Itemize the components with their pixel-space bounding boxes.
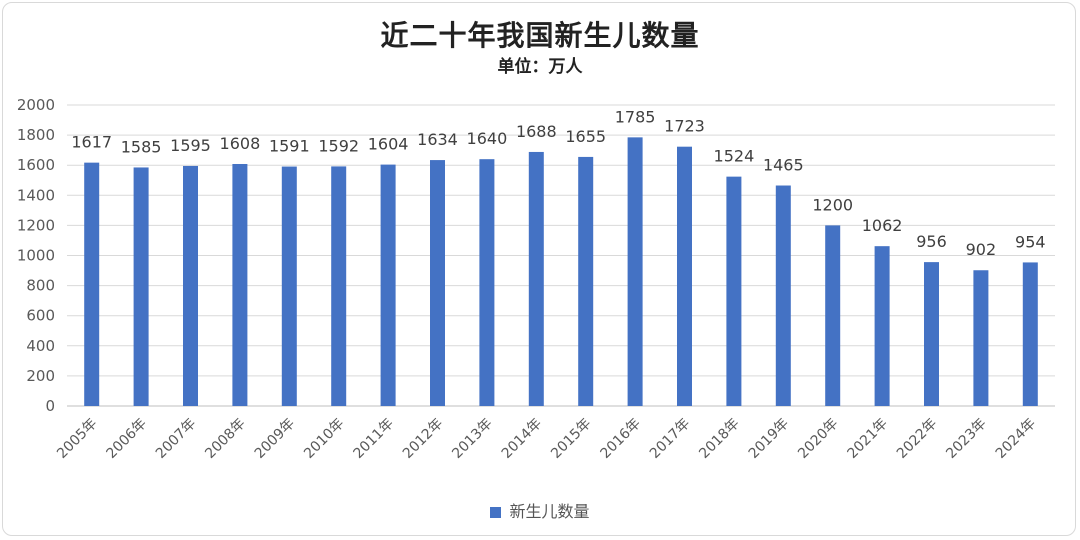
y-tick-label: 200: [26, 367, 55, 385]
x-tick-label: 2016年: [598, 416, 644, 462]
x-tick-label: 2015年: [548, 416, 594, 462]
data-label: 1604: [368, 135, 409, 154]
x-tick-label: 2013年: [449, 416, 495, 462]
data-label: 956: [916, 232, 947, 251]
x-tick-label: 2019年: [746, 416, 792, 462]
data-label: 1062: [862, 216, 903, 235]
data-label: 1688: [516, 122, 557, 141]
bar: [133, 167, 149, 406]
x-axis-ticks: 2005年 2006年 2007年 2008年 2009年 2010年 2011年 2012年…: [54, 416, 1039, 462]
bar: [627, 137, 643, 407]
x-tick-label: 2020年: [795, 416, 841, 462]
data-label: 1524: [714, 147, 755, 166]
x-tick-label: 2021年: [845, 416, 891, 462]
bar: [183, 165, 198, 406]
legend-label: 新生儿数量: [509, 502, 590, 521]
data-label: 1465: [763, 156, 804, 175]
y-axis-ticks: 0 200 400 600 800 1000 1200 1400 1600 1800 2000: [17, 96, 55, 415]
bar: [775, 185, 791, 406]
data-labels: 1617 1585 1595 1608 1591 1592 1604 1634 1640 1688…: [71, 107, 1045, 259]
x-tick-label: 2011年: [351, 416, 397, 462]
y-tick-label: 800: [26, 277, 55, 295]
bar: [1022, 262, 1038, 406]
data-label: 954: [1015, 232, 1046, 251]
x-tick-label: 2007年: [153, 416, 199, 462]
y-tick-label: 1600: [17, 156, 55, 174]
data-label: 1617: [71, 133, 112, 152]
y-tick-label: 1000: [17, 247, 55, 265]
x-tick-label: 2018年: [696, 416, 742, 462]
bar: [825, 225, 841, 406]
bar: [281, 166, 297, 406]
data-label: 1591: [269, 137, 310, 156]
chart-subtitle: 单位：万人: [497, 57, 583, 77]
bar: [479, 159, 495, 406]
data-label: 1785: [615, 107, 656, 126]
x-tick-label: 2023年: [943, 416, 989, 462]
x-tick-label: 2010年: [301, 416, 347, 462]
data-label: 1592: [318, 136, 359, 155]
bars: [84, 137, 1038, 407]
data-label: 1608: [220, 134, 261, 153]
y-tick-label: 1800: [17, 126, 55, 144]
chart-title: 近二十年我国新生儿数量: [380, 19, 700, 52]
y-tick-label: 1400: [17, 186, 55, 204]
bar: [677, 146, 692, 406]
data-label: 1723: [664, 117, 705, 136]
bar: [84, 162, 100, 406]
bar: [924, 262, 939, 406]
x-tick-label: 2006年: [104, 416, 150, 462]
bar: [726, 176, 742, 406]
y-tick-label: 600: [26, 307, 55, 325]
data-label: 902: [966, 240, 997, 259]
data-label: 1595: [170, 136, 211, 155]
x-tick-label: 2012年: [400, 416, 446, 462]
bar: [430, 160, 445, 406]
bar: [380, 164, 396, 406]
bar: [973, 270, 989, 406]
y-tick-label: 0: [45, 397, 55, 415]
data-label: 1585: [121, 137, 162, 156]
data-label: 1634: [417, 130, 458, 149]
legend-swatch: [490, 507, 502, 518]
data-label: 1200: [812, 195, 853, 214]
bar: [528, 151, 544, 406]
grid-lines: [67, 104, 1055, 407]
bar: [331, 166, 347, 406]
data-label: 1655: [565, 127, 606, 146]
x-tick-label: 2005年: [54, 416, 100, 462]
x-tick-label: 2014年: [499, 416, 545, 462]
y-tick-label: 400: [26, 337, 55, 355]
x-tick-label: 2024年: [993, 416, 1039, 462]
x-tick-label: 2022年: [894, 416, 940, 462]
data-label: 1640: [467, 129, 508, 148]
bar: [874, 246, 890, 406]
y-tick-label: 1200: [17, 216, 55, 234]
x-tick-label: 2009年: [252, 416, 298, 462]
x-tick-label: 2008年: [202, 416, 248, 462]
y-tick-label: 2000: [17, 96, 55, 114]
x-tick-label: 2017年: [647, 416, 693, 462]
legend: 新生儿数量: [0, 498, 1080, 522]
bar: [232, 163, 248, 406]
bar: [578, 156, 594, 406]
